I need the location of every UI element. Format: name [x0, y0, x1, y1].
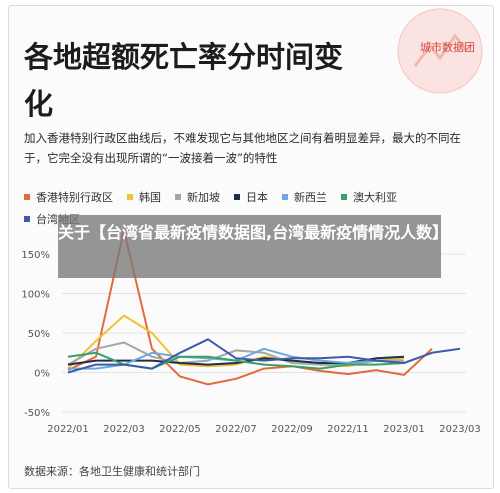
- chart-title: 各地超额死亡率分时间变化: [24, 40, 344, 121]
- legend-item: 澳大利亚: [341, 189, 397, 205]
- legend-label: 新加坡: [187, 191, 220, 204]
- legend-label: 韩国: [139, 191, 161, 204]
- series-line: [67, 314, 405, 370]
- y-tick-label: 150%: [21, 250, 50, 261]
- legend-item: 日本: [234, 189, 268, 205]
- legend-item: 韩国: [127, 189, 161, 205]
- x-tick-label: 2023/01: [383, 424, 425, 435]
- legend-row: 香港特别行政区 韩国 新加坡 日本 新西兰 澳大利亚: [24, 186, 484, 208]
- legend-label: 澳大利亚: [353, 191, 397, 204]
- legend-swatch: [24, 216, 30, 222]
- x-tick-label: 2022/07: [215, 424, 257, 435]
- logo-circle-icon: [397, 8, 483, 94]
- legend-swatch: [282, 194, 288, 200]
- x-tick-label: 2022/09: [271, 424, 313, 435]
- y-tick-label: 50%: [28, 329, 50, 340]
- legend-item: 香港特别行政区: [24, 189, 113, 205]
- data-source: 数据来源：各地卫生健康和统计部门: [24, 465, 200, 478]
- series-line: [67, 338, 461, 374]
- x-tick-label: 2022/11: [327, 424, 369, 435]
- legend-label: 香港特别行政区: [36, 191, 113, 204]
- legend-swatch: [24, 194, 30, 200]
- legend-label: 日本: [246, 191, 268, 204]
- x-tick-label: 2022/03: [103, 424, 145, 435]
- logo-text: 城市数据团: [420, 41, 475, 54]
- legend-item: 新西兰: [282, 189, 327, 205]
- x-tick-label: 2022/01: [47, 424, 89, 435]
- overlay-banner: 关于【台湾省最新疫情数据图,台湾最新疫情情况人数】: [58, 215, 448, 278]
- legend-swatch: [127, 194, 133, 200]
- legend-swatch: [341, 194, 347, 200]
- y-tick-label: 100%: [21, 290, 50, 301]
- legend-item: 新加坡: [175, 189, 220, 205]
- chart-subtitle: 加入香港特别行政区曲线后，不难发现它与其他地区之间有着明显差异，最大的不同在于，…: [24, 131, 461, 165]
- x-tick-label: 2022/05: [159, 424, 201, 435]
- legend-swatch: [234, 194, 240, 200]
- y-tick-label: 0%: [34, 369, 50, 380]
- x-tick-label: 2023/03: [439, 424, 481, 435]
- legend-swatch: [175, 194, 181, 200]
- y-tick-label: -50%: [24, 408, 50, 419]
- legend-label: 新西兰: [294, 191, 327, 204]
